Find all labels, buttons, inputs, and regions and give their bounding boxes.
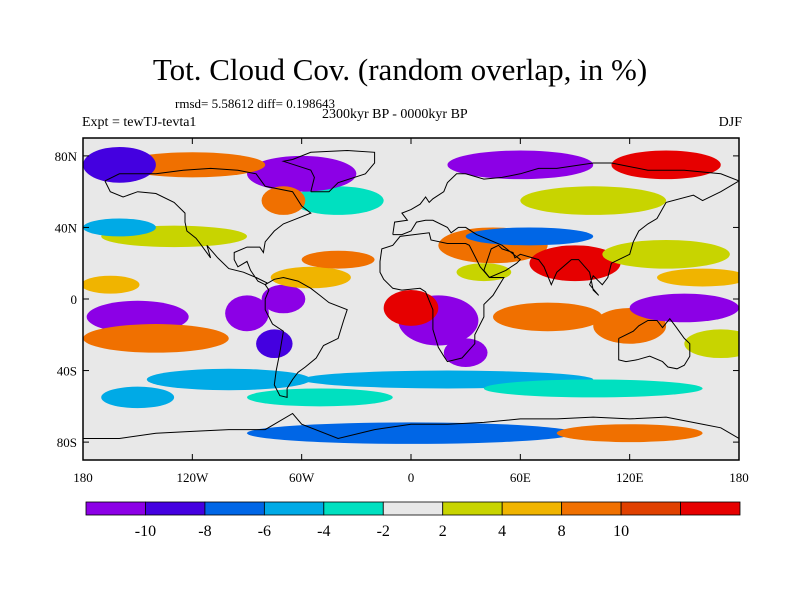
y-tick-label: 80N xyxy=(55,149,78,164)
anomaly-patch xyxy=(301,250,375,269)
anomaly-patch xyxy=(261,284,306,314)
axis-ticks: 80N 40N 0 40S 80S 180 120W 60W 0 60E 120E 180 xyxy=(55,138,749,485)
coastlines xyxy=(83,149,739,440)
anomaly-patch xyxy=(611,150,721,180)
x-tick-label: 60E xyxy=(510,470,531,485)
coastline-greenland xyxy=(281,149,376,193)
x-tick-label: 180 xyxy=(729,470,749,485)
colorbar-swatch xyxy=(501,501,563,516)
y-tick-label: 40S xyxy=(57,364,77,379)
x-tick-label: 120E xyxy=(616,470,644,485)
coastline-antarctica xyxy=(83,412,739,440)
anomaly-patch xyxy=(556,424,703,443)
anomaly-patch xyxy=(119,152,266,178)
season-label: DJF xyxy=(718,115,742,130)
x-tick-label: 0 xyxy=(408,470,415,485)
colorbar-label: 8 xyxy=(558,523,566,540)
coastline-australia xyxy=(618,317,691,370)
coastline-south-america xyxy=(264,276,348,399)
anomaly-patch xyxy=(83,275,140,294)
anomaly-patch xyxy=(246,155,357,192)
anomaly-patch xyxy=(83,146,156,183)
anomaly-patch xyxy=(493,302,603,332)
x-tick-label: 120W xyxy=(176,470,209,485)
y-tick-label: 0 xyxy=(71,292,78,307)
colorbar-label: 4 xyxy=(498,523,506,540)
colorbar-swatch xyxy=(382,501,444,516)
anomaly-patch xyxy=(83,218,156,237)
anomaly-patch xyxy=(256,329,293,359)
anomaly-patch xyxy=(657,268,739,287)
anomaly-patch xyxy=(270,266,351,289)
colorbar-label: 2 xyxy=(439,523,447,540)
colorbar-label: 10 xyxy=(613,523,629,540)
anomaly-patch xyxy=(383,290,439,326)
anomaly-patch xyxy=(529,245,621,282)
colorbar-swatch xyxy=(442,501,503,516)
anomaly-patch xyxy=(483,379,703,398)
anomaly-patch xyxy=(447,150,594,180)
anomaly-patch xyxy=(292,186,384,215)
x-tick-label: 60W xyxy=(289,470,315,485)
y-tick-label: 80S xyxy=(57,435,77,450)
colorbar-swatch xyxy=(620,501,681,516)
colorbar-swatch xyxy=(145,501,206,516)
colorbar: -10 -8 -6 -4 -2 2 4 8 10 xyxy=(85,501,741,540)
anomaly-patch xyxy=(602,239,730,269)
experiment-label: Expt = tewTJ-tevta1 xyxy=(82,115,197,130)
plot-area xyxy=(83,138,739,460)
anomaly-patch xyxy=(629,293,739,323)
colorbar-label: -8 xyxy=(198,523,211,540)
colorbar-swatch xyxy=(323,501,384,516)
colorbar-label: -10 xyxy=(135,523,156,540)
colorbar-label: -6 xyxy=(258,523,271,540)
anomaly-patch xyxy=(465,227,594,246)
anomaly-patch xyxy=(83,324,229,353)
y-tick-label: 40N xyxy=(55,220,78,235)
colorbar-swatch xyxy=(85,501,146,516)
coastline-africa xyxy=(379,232,505,363)
coastline-eurasia xyxy=(392,162,739,296)
colorbar-swatch xyxy=(680,501,741,516)
anomaly-patch xyxy=(684,329,739,359)
anomaly-patch xyxy=(101,386,175,409)
coastline-north-america xyxy=(104,167,312,286)
anomaly-patch xyxy=(456,263,512,282)
anomaly-patch xyxy=(247,388,393,407)
colorbar-swatch xyxy=(204,501,265,516)
colorbar-label: -2 xyxy=(377,523,390,540)
colorbar-label: -4 xyxy=(317,523,330,540)
chart-title: Tot. Cloud Cov. (random overlap, in %) xyxy=(152,52,648,87)
anomaly-patch xyxy=(520,186,667,215)
stats-text: rmsd= 5.58612 diff= 0.198643 xyxy=(175,96,335,111)
anomaly-patch xyxy=(443,338,488,367)
anomaly-patch xyxy=(247,422,575,444)
period-text: 2300kyr BP - 0000kyr BP xyxy=(322,107,468,122)
anomaly-patch xyxy=(146,368,311,391)
x-tick-label: 180 xyxy=(73,470,93,485)
colorbar-swatch xyxy=(561,501,622,516)
anomaly-patch xyxy=(261,186,306,215)
anomaly-patch xyxy=(225,295,269,332)
colorbar-swatch xyxy=(263,501,325,516)
